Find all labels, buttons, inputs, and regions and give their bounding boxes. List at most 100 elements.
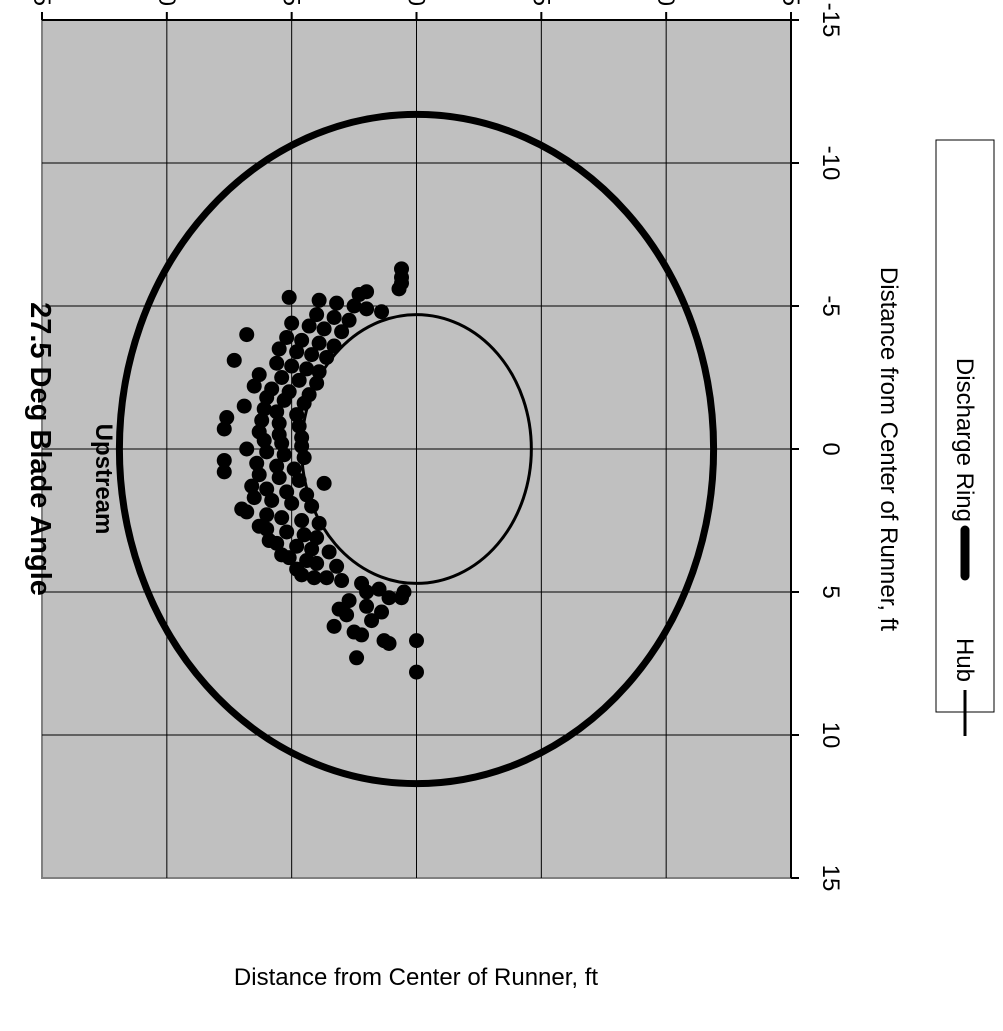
data-point: [316, 321, 332, 337]
data-point: [239, 327, 255, 343]
data-point: [409, 664, 424, 680]
data-point: [259, 507, 275, 523]
data-point: [359, 598, 375, 614]
data-point: [259, 481, 275, 497]
data-point: [251, 367, 267, 383]
data-point: [269, 355, 285, 371]
data-point: [294, 332, 310, 348]
data-point: [274, 370, 290, 385]
data-point: [249, 455, 265, 471]
data-point: [279, 524, 295, 540]
data-point: [279, 484, 295, 500]
y-tick-label: 15: [28, 0, 55, 6]
data-point: [329, 558, 345, 574]
data-point: [311, 515, 327, 531]
data-point: [291, 472, 307, 488]
data-point: [251, 424, 267, 440]
upstream-annotation: Upstream: [90, 424, 117, 535]
data-point: [371, 581, 387, 597]
data-point: [291, 372, 307, 388]
data-point: [306, 570, 322, 586]
data-point: [281, 384, 297, 400]
data-point: [309, 307, 325, 323]
data-point: [394, 590, 410, 606]
x-tick-label: -10: [817, 146, 844, 181]
legend-hub-label: Hub: [951, 638, 978, 682]
x-tick-label: -15: [817, 3, 844, 38]
data-point: [304, 347, 320, 363]
data-point: [311, 364, 327, 380]
plot-area: [41, 19, 792, 879]
x-tick-label: 5: [817, 585, 844, 598]
data-point: [326, 338, 342, 354]
data-point: [251, 467, 267, 483]
data-point: [246, 490, 262, 506]
data-point: [296, 450, 312, 466]
data-point: [254, 412, 270, 428]
data-point: [319, 570, 335, 586]
data-point: [269, 404, 285, 420]
data-point: [284, 315, 300, 331]
axes: -15 -10 -5 0 5 10 15 15 10 5 0 -5 -10 -15: [28, 0, 844, 891]
data-point: [354, 575, 370, 591]
data-point: [289, 344, 305, 360]
data-point: [216, 464, 232, 480]
data-point: [274, 510, 290, 526]
y-tick-label: -5: [527, 0, 554, 6]
y-tick-label: 5: [278, 0, 305, 6]
data-point: [329, 295, 345, 311]
legend-discharge-ring-label: Discharge Ring: [951, 358, 978, 522]
data-point: [341, 312, 357, 328]
x-tick-label: 0: [817, 442, 844, 455]
data-point: [301, 387, 317, 403]
data-point: [374, 304, 390, 320]
data-point: [334, 324, 350, 340]
data-point: [289, 538, 305, 554]
data-point: [289, 407, 305, 423]
gridlines: [42, 20, 791, 878]
data-point: [346, 298, 362, 314]
data-point: [271, 427, 287, 443]
data-point: [289, 561, 305, 577]
data-point: [244, 478, 260, 494]
data-point: [276, 447, 292, 463]
data-point: [269, 458, 285, 474]
data-point: [341, 593, 357, 609]
data-point: [364, 613, 380, 629]
data-point: [359, 301, 375, 317]
data-point: [326, 309, 342, 325]
data-point: [299, 553, 315, 569]
data-point: [359, 284, 375, 300]
data-point: [294, 430, 310, 446]
data-point: [284, 358, 300, 374]
data-point: [376, 633, 392, 649]
data-point: [291, 418, 307, 434]
data-point: [296, 527, 312, 543]
data-point: [251, 518, 267, 534]
data-point: [311, 292, 327, 308]
data-point: [236, 398, 252, 414]
data-point: [346, 624, 362, 640]
y-tick-label: -15: [777, 0, 804, 6]
data-point: [264, 492, 280, 508]
data-point: [246, 378, 262, 394]
data-point: [271, 415, 287, 431]
x-tick-label: -5: [817, 295, 844, 316]
data-point: [321, 544, 337, 560]
data-point: [309, 530, 325, 546]
data-point: [284, 495, 300, 511]
data-point: [219, 410, 235, 426]
y-tick-label: 10: [153, 0, 180, 6]
data-point: [394, 261, 410, 277]
data-point: [409, 633, 424, 649]
data-point: [301, 318, 317, 334]
x-tick-label: 10: [817, 722, 844, 749]
data-point: [316, 475, 332, 491]
data-point: [294, 513, 310, 528]
data-point: [234, 501, 250, 517]
data-point: [286, 461, 302, 477]
y-axis-label: Distance from Center of Runner, ft: [234, 964, 598, 991]
data-point: [271, 470, 287, 486]
x-tick-label: 15: [817, 865, 844, 892]
